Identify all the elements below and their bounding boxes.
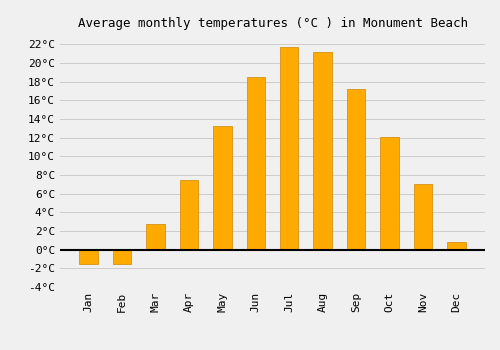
Bar — [146, 224, 165, 250]
Bar — [80, 250, 98, 264]
Bar — [113, 250, 131, 264]
Bar — [280, 47, 298, 250]
Bar — [246, 77, 265, 250]
Bar — [180, 180, 198, 250]
Bar — [213, 126, 232, 250]
Bar — [414, 184, 432, 250]
Bar — [314, 52, 332, 250]
Bar — [448, 242, 466, 250]
Bar — [380, 137, 399, 250]
Bar — [347, 89, 366, 250]
Title: Average monthly temperatures (°C ) in Monument Beach: Average monthly temperatures (°C ) in Mo… — [78, 17, 468, 30]
